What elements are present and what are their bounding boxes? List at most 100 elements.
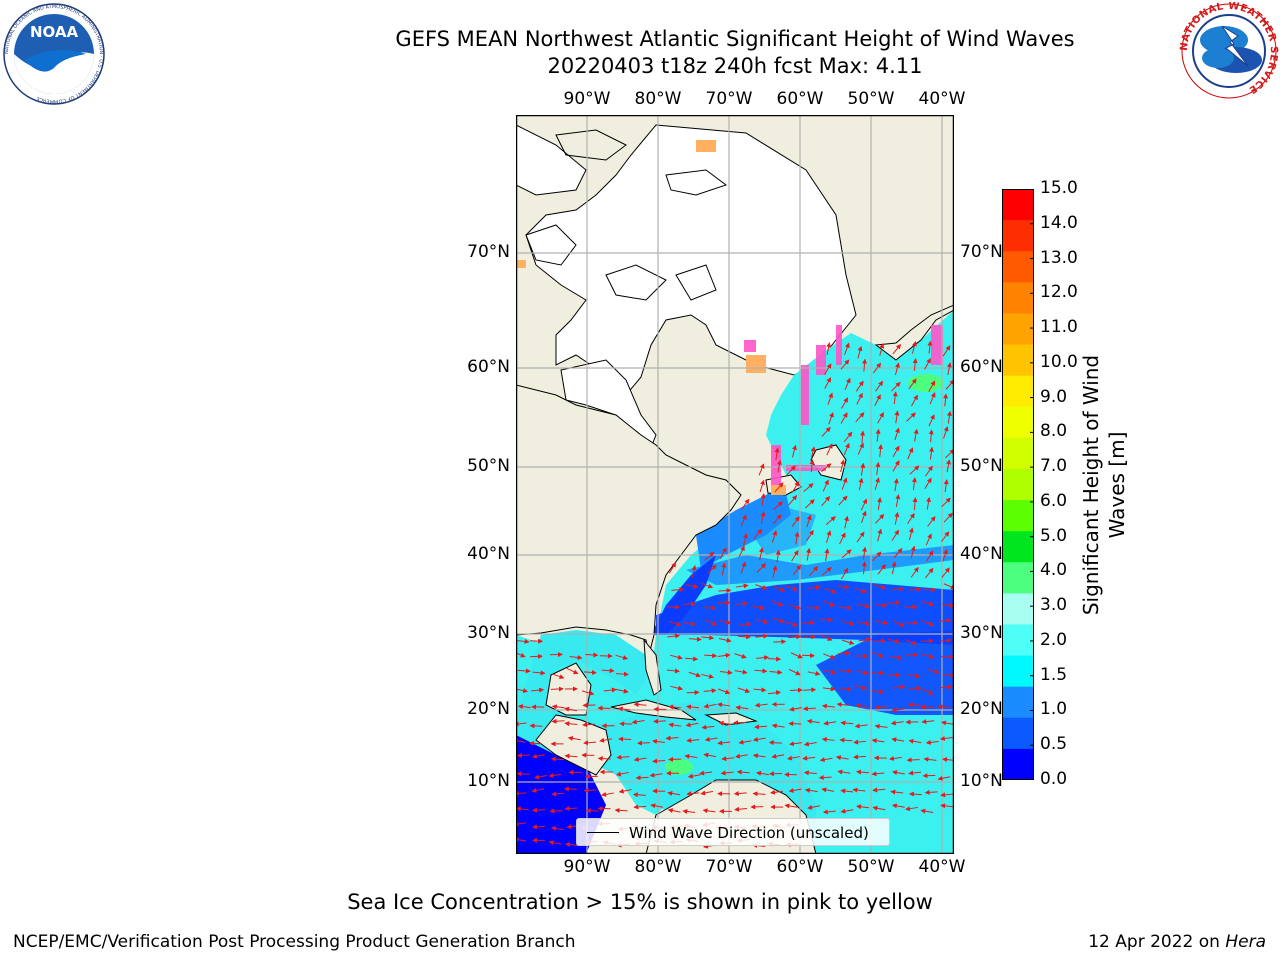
wave-direction-arrow xyxy=(601,791,615,797)
wave-direction-arrow xyxy=(666,668,680,674)
wave-direction-arrow xyxy=(687,773,701,779)
wave-direction-arrow xyxy=(774,447,780,461)
wave-direction-arrow xyxy=(737,634,751,640)
colorbar-tick-label: 7.0 xyxy=(1040,456,1068,477)
wave-direction-arrow xyxy=(946,459,952,473)
wave-direction-arrow xyxy=(906,412,916,422)
wave-direction-arrow xyxy=(719,547,727,559)
wave-direction-arrow xyxy=(889,655,903,661)
wave-direction-arrow xyxy=(892,770,905,776)
credit-host: Hera xyxy=(1225,932,1266,952)
colorbar-segment xyxy=(1002,220,1034,252)
wave-direction-arrow xyxy=(771,753,785,759)
wave-direction-arrow xyxy=(856,804,870,810)
wave-direction-arrow xyxy=(685,583,699,589)
sea-ice-note: Sea Ice Concentration > 15% is shown in … xyxy=(347,890,933,914)
wave-direction-arrow xyxy=(943,479,949,493)
lon-label-top: 80°W xyxy=(634,89,682,109)
wave-direction-arrow xyxy=(807,804,820,810)
wave-direction-arrow xyxy=(583,740,597,746)
colorbar-tick-label: 5.0 xyxy=(1040,525,1068,546)
wave-direction-arrow xyxy=(717,600,731,606)
wave-direction-arrow xyxy=(910,545,916,559)
wave-direction-arrow xyxy=(653,718,667,724)
wave-direction-arrow xyxy=(685,656,699,662)
lon-label-bottom: 70°W xyxy=(705,857,753,877)
wave-direction-arrow xyxy=(548,773,562,778)
colorbar-segment xyxy=(1002,500,1034,532)
wave-direction-arrow xyxy=(821,787,835,793)
wave-direction-arrow xyxy=(704,736,718,742)
wave-direction-arrow xyxy=(517,704,531,710)
wave-direction-arrow xyxy=(909,465,920,475)
colorbar-tick-label: 14.0 xyxy=(1040,212,1078,233)
colorbar-segment xyxy=(1002,624,1034,657)
colorbar-tick-label: 1.5 xyxy=(1040,664,1068,685)
wave-direction-arrow xyxy=(516,771,530,777)
wave-direction-arrow xyxy=(670,685,684,691)
wave-direction-arrow xyxy=(551,704,565,710)
wave-direction-arrow xyxy=(908,378,917,390)
wave-direction-arrow xyxy=(840,359,850,370)
wave-direction-arrow xyxy=(759,479,765,493)
colorbar-segment xyxy=(1002,655,1034,688)
wave-direction-arrow xyxy=(928,380,936,392)
wave-direction-arrow xyxy=(717,740,731,746)
wave-direction-arrow xyxy=(531,787,545,793)
wave-direction-arrow xyxy=(925,533,932,546)
wave-direction-arrow xyxy=(718,619,732,625)
wave-direction-arrow xyxy=(683,601,697,607)
wave-direction-arrow xyxy=(824,588,837,594)
wave-direction-arrow xyxy=(854,723,868,729)
wave-direction-arrow xyxy=(907,673,921,679)
wave-height-map xyxy=(516,115,954,854)
wave-direction-arrow xyxy=(516,652,526,658)
wave-direction-arrow xyxy=(740,561,747,574)
wave-direction-arrow xyxy=(940,803,954,809)
wave-direction-arrow xyxy=(926,496,932,510)
wave-direction-arrow xyxy=(857,345,863,359)
wave-direction-arrow xyxy=(567,735,581,741)
wave-direction-arrow xyxy=(551,718,565,724)
wave-direction-arrow xyxy=(768,690,782,696)
wave-direction-arrow xyxy=(806,718,820,724)
wave-direction-arrow xyxy=(769,669,783,675)
wave-direction-arrow xyxy=(788,634,802,640)
colorbar-segment xyxy=(1002,437,1034,470)
wave-direction-arrow xyxy=(844,342,850,355)
wave-direction-arrow xyxy=(835,755,849,761)
wave-direction-arrow xyxy=(717,688,731,695)
wave-direction-arrow xyxy=(688,636,702,642)
wave-direction-arrow xyxy=(615,671,629,677)
wave-direction-arrow xyxy=(788,788,802,793)
wave-direction-arrow xyxy=(892,620,905,627)
colorbar-tick-label: 6.0 xyxy=(1040,490,1068,511)
lat-label-right: 30°N xyxy=(960,623,1003,643)
noaa-logo-text: NOAA xyxy=(30,23,79,41)
wave-direction-arrow xyxy=(614,807,628,813)
wave-direction-arrow xyxy=(912,497,918,511)
wave-direction-arrow xyxy=(792,444,797,458)
wave-direction-arrow xyxy=(618,736,632,742)
wave-direction-arrow xyxy=(821,495,831,507)
wave-direction-arrow xyxy=(700,582,714,589)
wave-direction-arrow xyxy=(912,358,918,372)
wave-direction-arrow xyxy=(891,737,905,743)
wave-direction-arrow xyxy=(771,723,785,729)
wave-direction-arrow xyxy=(699,770,713,776)
wave-direction-arrow xyxy=(877,497,882,511)
lat-label-left: 60°N xyxy=(467,357,510,377)
wave-direction-arrow xyxy=(823,600,836,607)
wave-direction-arrow xyxy=(517,752,531,758)
wave-direction-arrow xyxy=(564,842,578,848)
wave-direction-arrow xyxy=(921,620,935,627)
wave-direction-arrow xyxy=(803,483,814,493)
wave-direction-arrow xyxy=(908,685,922,691)
wave-direction-arrow xyxy=(516,638,530,644)
lat-label-right: 70°N xyxy=(960,242,1003,262)
wave-direction-arrow xyxy=(840,720,854,726)
wave-direction-arrow xyxy=(907,512,915,525)
wave-direction-arrow xyxy=(836,702,850,707)
wave-direction-arrow xyxy=(807,671,821,676)
wave-direction-arrow xyxy=(771,600,784,607)
